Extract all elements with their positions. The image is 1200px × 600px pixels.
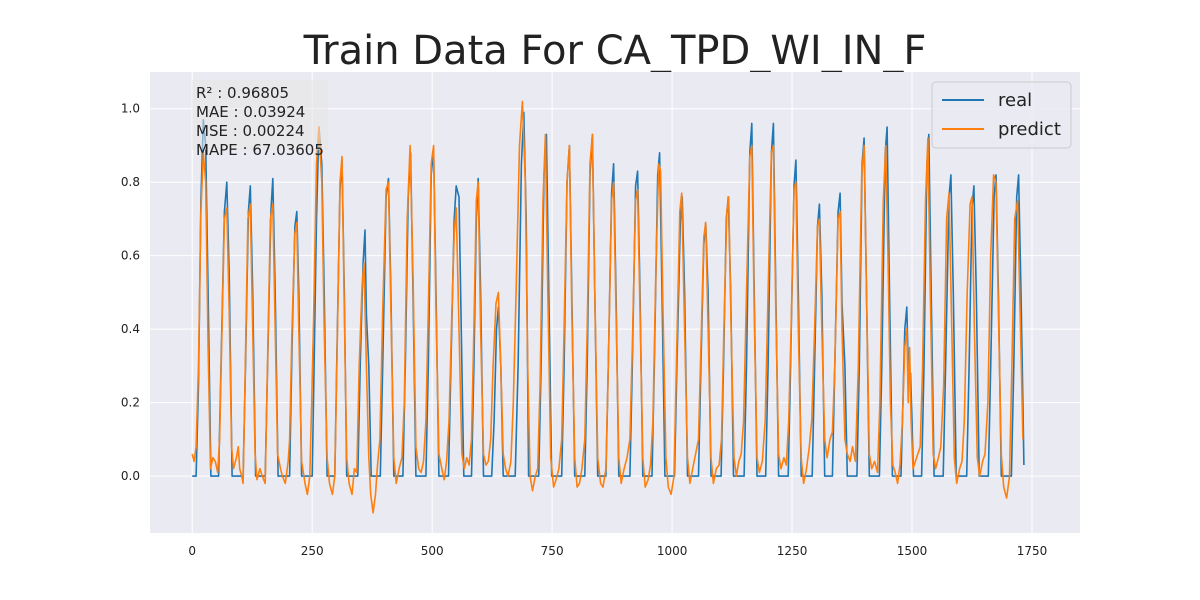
x-tick-label: 750 bbox=[541, 544, 564, 558]
y-tick-label: 0.6 bbox=[121, 249, 140, 263]
series-lines bbox=[191, 100, 1025, 514]
series-line-predict bbox=[191, 100, 1024, 514]
metrics-box bbox=[192, 80, 328, 150]
metric-text: MAE : 0.03924 bbox=[196, 103, 305, 121]
x-tick-label: 250 bbox=[301, 544, 324, 558]
y-tick-label: 0.4 bbox=[121, 322, 140, 336]
x-tick-label: 500 bbox=[421, 544, 444, 558]
legend-label-real: real bbox=[998, 90, 1032, 111]
y-tick-label: 0.0 bbox=[121, 469, 140, 483]
x-tick-label: 1500 bbox=[897, 544, 928, 558]
y-tick-label: 0.2 bbox=[121, 396, 140, 410]
x-tick-label: 0 bbox=[188, 544, 196, 558]
metric-text: R² : 0.96805 bbox=[196, 84, 289, 102]
metric-text: MSE : 0.00224 bbox=[196, 122, 305, 140]
y-tick-label: 0.8 bbox=[121, 175, 140, 189]
legend-box bbox=[931, 81, 1072, 149]
axis-ticks: 0 250 500 750 1000 1250 1500 1750 0.0 0.2 0.4 0.6 0.… bbox=[121, 102, 1047, 558]
x-tick-label: 1000 bbox=[657, 544, 688, 558]
metric-text: MAPE : 67.03605 bbox=[196, 141, 324, 159]
x-tick-label: 1750 bbox=[1017, 544, 1048, 558]
chart-title: Train Data For CA_TPD_WI_IN_F bbox=[303, 28, 927, 74]
legend: real predict bbox=[931, 81, 1072, 149]
legend-label-predict: predict bbox=[998, 119, 1061, 140]
x-tick-label: 1250 bbox=[777, 544, 808, 558]
y-tick-label: 1.0 bbox=[121, 102, 140, 116]
